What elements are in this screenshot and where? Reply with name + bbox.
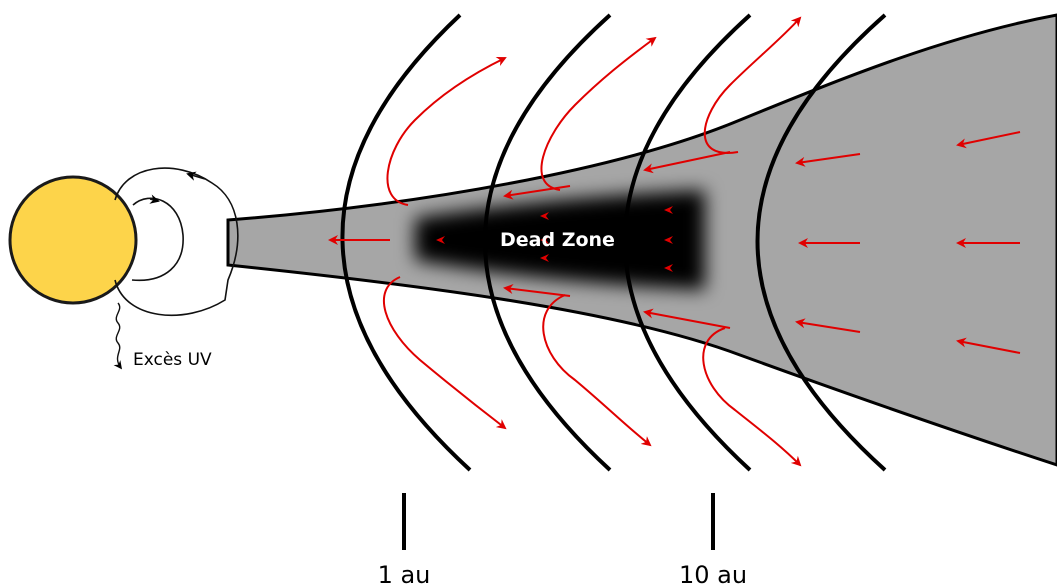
outflow-lower-3 <box>702 327 802 467</box>
field-line-4 <box>755 13 887 472</box>
inflow-upper-c <box>795 153 861 167</box>
outflow-lower-1 <box>383 276 507 430</box>
inflow-upper-d <box>956 131 1021 149</box>
label-10au: 10 au <box>679 561 747 588</box>
outer-loop <box>114 167 239 317</box>
star <box>8 175 138 305</box>
inner-loop <box>131 197 184 282</box>
field-line-2 <box>483 13 612 472</box>
flow-arrows <box>328 16 1021 467</box>
inflow-lower-c <box>795 318 861 333</box>
dz-arrowhead <box>664 264 673 272</box>
dz-arrowhead <box>436 236 445 244</box>
dz-arrowhead <box>664 236 673 244</box>
label-1au: 1 au <box>378 561 431 588</box>
outflow-upper-1 <box>386 56 507 206</box>
dz-arrowhead <box>540 212 549 220</box>
dead-zone-arrowheads <box>436 206 673 272</box>
uv-label: Excès UV <box>133 350 212 370</box>
field-line-3 <box>623 13 752 472</box>
dz-arrowhead <box>540 254 549 262</box>
dz-arrowhead <box>540 236 549 244</box>
field-line-1 <box>340 13 472 472</box>
dead-zone-label: Dead Zone <box>500 229 615 251</box>
distance-scale: 1 au 10 au <box>378 493 747 588</box>
outflow-upper-3 <box>703 16 802 154</box>
dz-arrowhead <box>664 206 673 214</box>
inflow-lower-a <box>503 284 571 297</box>
inflow-upper-a <box>503 185 571 200</box>
outer-loop-arrow <box>186 171 206 181</box>
outflow-lower-2 <box>542 294 652 447</box>
field-lines <box>340 13 887 472</box>
sun-icon <box>8 175 138 305</box>
magnetosphere-loops <box>114 167 239 317</box>
inner-loop-arrow <box>149 194 160 204</box>
outflow-upper-2 <box>540 36 657 191</box>
inflow-lower-d <box>956 337 1021 354</box>
inflow-lower-b <box>643 308 731 329</box>
inflow-upper-b <box>643 151 731 174</box>
uv-squiggle-icon <box>113 302 123 370</box>
